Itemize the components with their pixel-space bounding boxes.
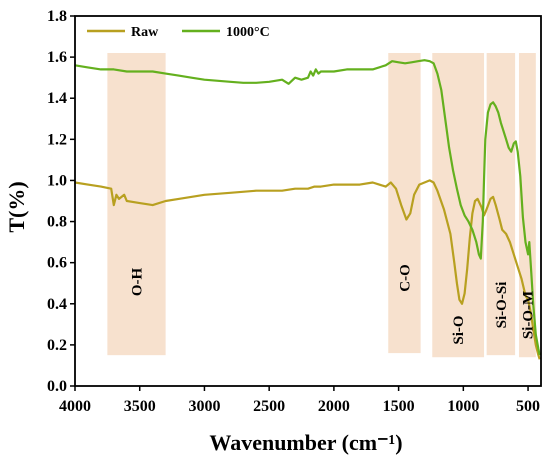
y-tick-label: 0.6 <box>47 255 67 272</box>
x-tick-label: 1000 <box>447 398 479 415</box>
x-tick-label: 3500 <box>124 398 156 415</box>
y-tick-label: 0.8 <box>47 214 67 231</box>
data-series <box>74 59 541 360</box>
y-axis-title: T(%) <box>4 181 29 232</box>
x-tick-label: 2500 <box>253 398 285 415</box>
x-tick-label: 1500 <box>383 398 415 415</box>
y-tick-label: 1.8 <box>47 8 67 25</box>
band-label: Si-O-Si <box>494 282 510 329</box>
y-tick-label: 1.4 <box>47 90 67 107</box>
y-tick-label: 0.2 <box>47 337 67 354</box>
y-tick-label: 0.4 <box>47 296 67 313</box>
x-tick-label: 500 <box>516 398 540 415</box>
band-label: Si-O <box>451 315 467 344</box>
plot-frame <box>74 15 542 387</box>
series-line-0 <box>74 179 541 360</box>
band-label: O-H <box>130 268 146 297</box>
x-tick-label: 4000 <box>59 398 91 415</box>
y-tick-label: 1.6 <box>47 49 67 66</box>
series-line-1 <box>74 59 541 356</box>
band-label: Si-O-M <box>520 291 536 339</box>
x-tick-label: 2000 <box>318 398 350 415</box>
legend: Raw 1000°C <box>87 25 270 40</box>
legend-label: 1000°C <box>226 25 270 40</box>
y-tick-label: 1.2 <box>47 131 67 148</box>
legend-label: Raw <box>131 25 159 40</box>
band-label: C-O <box>397 264 413 292</box>
axes <box>70 15 542 391</box>
x-tick-label: 3000 <box>188 398 220 415</box>
y-tick-label: 0.0 <box>47 378 67 395</box>
band-labels: O-H C-O Si-O Si-O-Si Si-O-M <box>130 264 537 344</box>
band-si-o <box>432 53 485 358</box>
band-regions <box>107 53 536 358</box>
tick-labels: 4000 3500 3000 2500 2000 1500 1000 500 0.0 0.2 0.4… <box>47 8 540 415</box>
x-axis-title: Wavenumber (cm⁻¹) <box>209 430 402 455</box>
band-c-o <box>388 53 421 354</box>
y-tick-label: 1.0 <box>47 172 67 189</box>
